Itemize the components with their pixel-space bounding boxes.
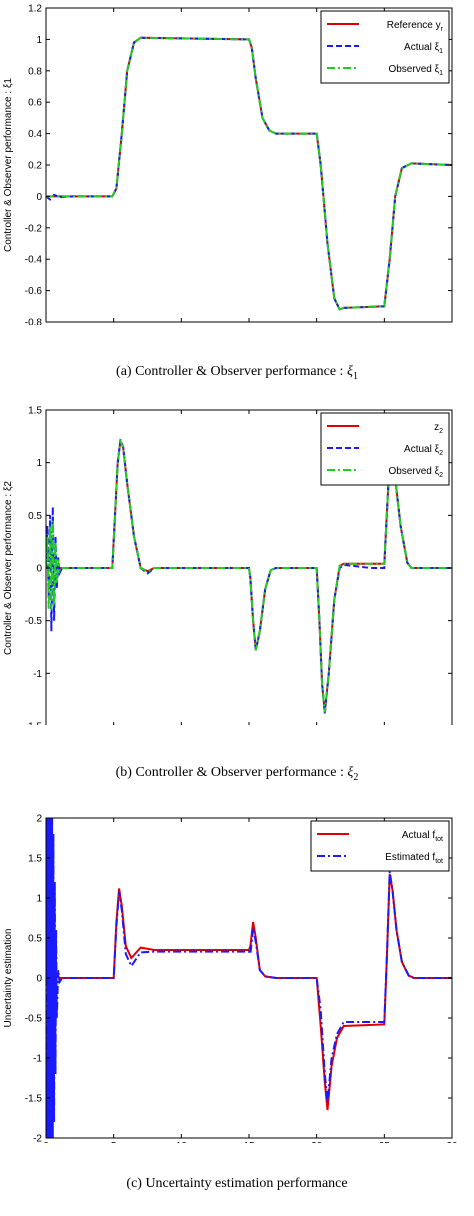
y-tick-label: 2 [36,814,42,825]
series-line-3 [46,438,452,713]
y-tick-label: 0.4 [28,129,42,140]
y-tick-label: 0 [36,192,42,203]
y-tick-label: -0.2 [25,223,43,234]
y-tick-label: 0.6 [28,98,42,109]
legend-label: Actual ξ2 [404,444,443,457]
y-tick-label: 1.5 [28,854,42,865]
legend-label: z2 [434,422,443,435]
x-tick-label: 10 [176,1141,188,1143]
y-tick-label: 0.5 [28,934,42,945]
series-line-2 [46,818,452,1138]
chart-c: 051015202530-2-1.5-1-0.500.511.52Time [s… [3,814,458,1144]
y-tick-label: -1.5 [25,722,43,726]
caption-c: (c) Uncertainty estimation performance [126,1176,348,1191]
y-tick-label: -0.8 [25,318,43,326]
legend [310,820,450,872]
x-tick-label: 5 [111,1141,117,1143]
x-tick-label: 25 [379,1141,391,1143]
caption-a: (a) Controller & Observer performance : … [116,364,358,382]
y-tick-label: 1.5 [28,406,42,417]
y-tick-label: 0 [36,974,42,985]
y-axis-label: Controller & Observer performance : ξ2 [3,481,14,655]
chart-a: 051015202530-0.8-0.6-0.4-0.200.20.40.60.… [3,4,453,326]
x-tick-label: 0 [43,1141,49,1143]
y-tick-label: 0.5 [28,511,42,522]
y-tick-label: 1 [36,894,42,905]
y-tick-label: 1.2 [28,4,42,15]
x-tick-label: 15 [243,1141,255,1143]
legend-label: Actual ftot [402,830,443,843]
y-tick-label: -1.5 [25,1094,43,1105]
y-tick-label: -1 [33,669,42,680]
y-tick-label: -1 [33,1054,42,1065]
y-tick-label: -0.5 [25,616,43,627]
caption-b: (b) Controller & Observer performance : … [115,765,359,783]
y-tick-label: 0 [36,564,42,575]
y-tick-label: -0.4 [25,255,43,266]
y-tick-label: -0.5 [25,1014,43,1025]
chart-b: 051015202530-1.5-1-0.500.511.5Time [sec]… [3,406,453,726]
legend-label: Observed ξ2 [388,466,443,479]
x-tick-label: 30 [446,1141,458,1143]
series-line-3 [46,36,452,311]
y-tick-label: 1 [36,458,42,469]
y-tick-label: -2 [33,1134,42,1144]
legend-label: Estimated ftot [385,852,443,865]
legend-label: Reference yr [387,20,444,33]
y-axis-label: Controller & Observer performance : ξ1 [3,78,14,252]
x-tick-label: 20 [311,1141,323,1143]
legend-label: Actual ξ1 [404,42,443,55]
y-tick-label: 1 [36,35,42,46]
y-tick-label: 0.2 [28,161,42,172]
y-axis-label: Uncertainty estimation [3,929,14,1028]
legend-label: Observed ξ1 [388,64,443,77]
series-line-1 [46,873,452,1111]
y-tick-label: -0.6 [25,286,43,297]
y-tick-label: 0.8 [28,66,42,77]
